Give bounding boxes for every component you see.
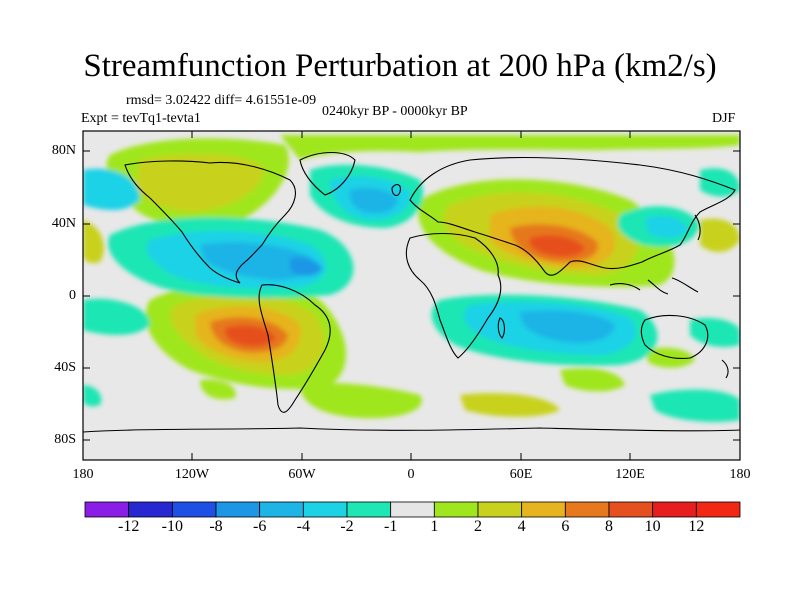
colorbar-swatch [652, 501, 697, 518]
coast-africa [405, 233, 502, 359]
contour-positive-southatlantic [300, 383, 422, 419]
contour-negative-namerica-core [290, 257, 322, 276]
colorbar [84, 501, 741, 518]
contour-positive-indian [560, 368, 625, 392]
contour-negative-namerica-inner [200, 242, 314, 280]
lat-label-80n: 80N [51, 143, 76, 158]
coast-british-isles [391, 183, 401, 197]
colorbar-label: -1 [383, 518, 398, 535]
contour-negative-west-southern [83, 385, 102, 407]
colorbar-label: -2 [340, 518, 354, 535]
lon-label-180e: 180 [729, 467, 751, 482]
colorbar-swatch [171, 501, 217, 518]
lon-label-120e: 120E [615, 467, 645, 482]
period-label: 0240kyr BP - 0000kyr BP [322, 104, 468, 119]
lon-label-0: 0 [407, 467, 415, 482]
contour-positive-samerica-max [224, 325, 276, 347]
lon-label-120w: 120W [174, 467, 210, 482]
coast-greenland [299, 151, 356, 196]
lat-label-40s: 40S [54, 360, 76, 375]
season-label: DJF [712, 111, 736, 126]
colorbar-label: -10 [161, 518, 183, 535]
colorbar-swatch [128, 501, 173, 518]
coast-australia [640, 314, 709, 359]
contour-positive-southern [460, 393, 560, 417]
colorbar-swatch [215, 501, 261, 518]
contour-negative-npacific [83, 168, 140, 210]
experiment-label: Expt = tevTq1-tevta1 [81, 111, 201, 126]
contour-positive-arctic [280, 135, 740, 160]
contour-negative-southern [650, 389, 740, 422]
contour-negative-indian-core [520, 310, 615, 343]
colorbar-swatch [259, 501, 304, 518]
contour-positive-nepacific-core [135, 154, 265, 212]
colorbar-label: 8 [605, 518, 613, 535]
contour-positive-asia-max [529, 235, 585, 257]
coast-north-america [124, 160, 296, 284]
coast-japan [694, 214, 701, 241]
coast-madagascar [497, 317, 505, 339]
contour-positive-west-edge [83, 220, 104, 264]
contour-negative-southpacific [83, 298, 150, 335]
lat-label-80s: 80S [54, 432, 76, 447]
coast-south-america [258, 284, 331, 413]
colorbar-swatch [521, 501, 566, 518]
coast-antarctica [83, 427, 740, 433]
contour-negative-eastasia-core [645, 215, 688, 238]
lat-label-40n: 40N [51, 216, 76, 231]
colorbar-label: 2 [474, 518, 482, 535]
contour-negative-northatlantic-core [349, 188, 398, 214]
colorbar-label: 10 [644, 518, 661, 535]
colorbar-label: 12 [688, 518, 705, 535]
contour-field [83, 131, 740, 460]
contour-negative-southindian [690, 318, 740, 347]
colorbar-swatch [346, 501, 392, 518]
lon-ticks [191, 131, 631, 460]
colorbar-swatch [302, 501, 348, 518]
colorbar-swatch [608, 501, 654, 518]
map-title: Streamfunction Perturbation at 200 hPa (… [83, 48, 717, 84]
contour-negative-pacific-ne [700, 168, 740, 197]
colorbar-label: 1 [430, 518, 439, 535]
coast-europe-asia [409, 156, 736, 276]
coast-indonesia [609, 277, 699, 295]
colorbar-swatch [695, 501, 741, 518]
colorbar-swatch [433, 501, 479, 518]
colorbar-swatch [564, 501, 610, 518]
lon-label-180w: 180 [72, 467, 94, 482]
colorbar-label: -8 [209, 518, 223, 535]
colorbar-swatch [477, 501, 523, 518]
colorbar-label: 4 [517, 518, 526, 535]
colorbar-label: 6 [561, 518, 570, 535]
lat-label-0: 0 [69, 288, 76, 303]
lon-label-60e: 60E [509, 467, 533, 482]
colorbar-label: -4 [296, 518, 310, 535]
colorbar-label: -6 [252, 518, 267, 535]
coastlines [83, 151, 740, 433]
lon-label-60w: 60W [288, 467, 316, 482]
coast-new-zealand [721, 359, 729, 379]
colorbar-label: -12 [117, 518, 140, 535]
colorbar-swatch [390, 501, 435, 518]
contour-positive-westpac [700, 218, 740, 252]
lat-ticks [83, 150, 740, 441]
stats-line: rmsd= 3.02422 diff= 4.61551e-09 [126, 93, 317, 108]
contour-positive-southpacific [200, 379, 236, 400]
colorbar-swatch [84, 501, 130, 518]
